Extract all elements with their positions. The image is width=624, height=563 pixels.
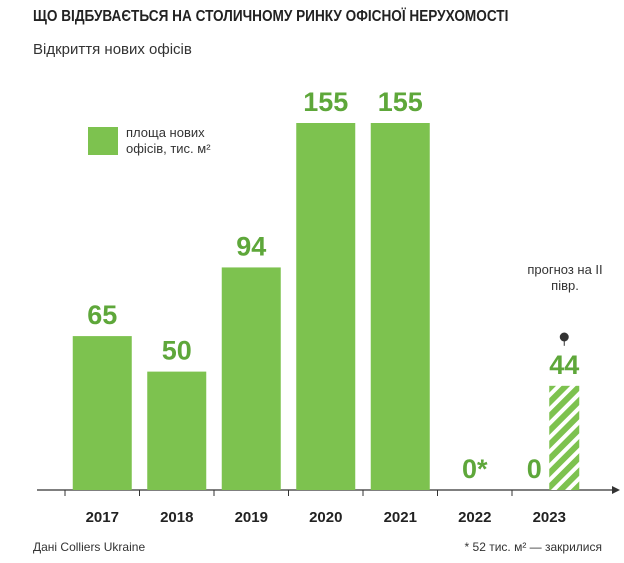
value-label: 94 xyxy=(236,231,266,261)
source: Дані Colliers Ukraine xyxy=(33,540,146,554)
value-label: 50 xyxy=(162,336,192,366)
bar xyxy=(370,123,430,490)
value-label: 44 xyxy=(549,350,579,380)
forecast-bar xyxy=(549,385,580,490)
value-label: 65 xyxy=(87,300,117,330)
value-label: 0 xyxy=(527,454,542,484)
x-tick-label: 2019 xyxy=(235,509,268,526)
legend-label: площа нових офісів, тис. м² xyxy=(126,125,211,156)
axis-arrow xyxy=(612,486,620,494)
bar xyxy=(296,123,356,490)
chart-title: ЩО ВІДБУВАЄТЬСЯ НА СТОЛИЧНОМУ РИНКУ ОФІС… xyxy=(33,8,509,25)
bar xyxy=(72,336,132,490)
value-label: 155 xyxy=(303,87,348,117)
x-tick-label: 2023 xyxy=(533,509,566,526)
legend-swatch xyxy=(88,127,118,155)
forecast-annotation: прогноз на II півр. xyxy=(527,262,603,293)
x-tick-label: 2022 xyxy=(458,509,491,526)
x-tick-label: 2021 xyxy=(384,509,417,526)
footnote: * 52 тис. м² — закрилися xyxy=(464,540,602,554)
value-label: 155 xyxy=(378,87,423,117)
bar xyxy=(221,267,281,490)
value-label: 0* xyxy=(462,454,488,484)
x-tick-label: 2017 xyxy=(86,509,119,526)
chart-subtitle: Відкриття нових офісів xyxy=(33,41,192,58)
x-tick-label: 2018 xyxy=(160,509,193,526)
bar xyxy=(147,371,207,490)
x-tick-label: 2020 xyxy=(309,509,342,526)
annotation-dot xyxy=(559,332,569,342)
